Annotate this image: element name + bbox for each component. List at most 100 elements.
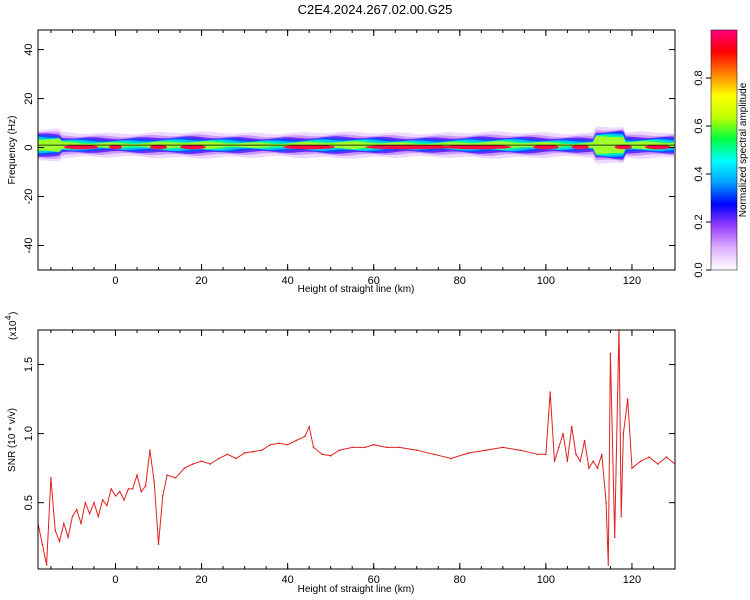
spectrogram-hotspot	[532, 144, 559, 150]
y-tick-label: 0	[23, 144, 35, 150]
snr-point	[545, 453, 547, 456]
x-tick-label: 100	[537, 574, 555, 586]
x-tick-label: 40	[282, 574, 294, 586]
top-y-axis-ticks: 40 20 0 -20 -40	[23, 43, 675, 253]
snr-point	[41, 543, 44, 545]
snr-point	[295, 439, 298, 442]
snr-point	[674, 463, 675, 465]
snr-point	[450, 457, 452, 460]
multiplier-exponent: 4	[4, 315, 13, 320]
snr-point	[583, 439, 586, 442]
snr-point	[609, 352, 612, 355]
x-tick-label: 100	[537, 275, 555, 287]
colorbar-tick-label: 0.8	[693, 70, 705, 85]
snr-point	[398, 446, 401, 449]
colorbar-tick-label: 0.4	[693, 166, 705, 181]
snr-point	[226, 453, 229, 456]
snr-point	[192, 463, 194, 465]
x-tick-label: 40	[282, 275, 294, 287]
spectrogram-panel: 0 20 40 60 80 100 120 40 20 0 -20 -40 Height of st…	[7, 29, 676, 295]
snr-point	[502, 446, 504, 449]
bottom-x-axis-ticks: 0 20 40 60 80 100 120	[50, 330, 676, 586]
y-tick-label: 0.5	[23, 495, 35, 510]
y-tick-label: 1.0	[23, 426, 35, 441]
snr-point	[162, 494, 164, 497]
snr-point	[372, 443, 375, 446]
bottom-y-axis-label: SNR (10 * v/v)	[7, 408, 18, 472]
top-y-axis-label: Frequency (Hz)	[7, 116, 18, 185]
colorbar-tick-label: 0.0	[693, 262, 705, 277]
snr-point	[88, 512, 91, 515]
snr-point	[101, 499, 104, 501]
snr-point	[93, 501, 95, 504]
snr-point	[620, 515, 622, 518]
snr-point	[588, 467, 590, 469]
x-tick-label: 20	[195, 574, 207, 586]
snr-point	[648, 456, 650, 458]
colorbar-ticks: 0.0 0.2 0.4 0.6 0.8	[693, 70, 711, 278]
y-tick-label: 20	[23, 92, 35, 104]
snr-point	[351, 446, 353, 449]
snr-point	[278, 442, 280, 445]
snr-point	[631, 467, 633, 469]
snr-point	[38, 522, 39, 525]
snr-point	[519, 449, 521, 451]
snr-point	[67, 536, 69, 539]
spectrogram-hotspot	[614, 144, 632, 150]
snr-point	[626, 398, 629, 400]
spectrogram-hotspot	[283, 144, 335, 150]
x-tick-label: 120	[623, 275, 641, 287]
snr-points	[38, 325, 675, 566]
snr-point	[63, 522, 65, 525]
snr-point	[110, 488, 112, 490]
snr-point	[308, 425, 310, 428]
snr-point	[467, 452, 470, 454]
snr-point	[566, 460, 569, 463]
snr-point	[484, 449, 487, 451]
snr-point	[553, 460, 556, 463]
snr-point	[200, 460, 203, 463]
snr-point	[557, 446, 560, 449]
snr-point	[153, 481, 156, 483]
snr-point	[592, 460, 595, 463]
snr-point	[618, 325, 620, 327]
snr-border	[37, 329, 676, 570]
snr-point	[80, 522, 82, 525]
snr-point	[385, 446, 388, 449]
colorbar-tick-label: 0.2	[693, 214, 705, 229]
snr-point	[622, 432, 625, 435]
snr-point	[269, 443, 272, 446]
x-tick-label: 60	[368, 275, 380, 287]
snr-point	[114, 494, 117, 497]
snr-point	[579, 460, 582, 463]
chart-title: C2E4.2024.267.02.00.G25	[297, 2, 453, 17]
snr-point	[54, 529, 57, 532]
x-tick-label: 0	[112, 275, 118, 287]
snr-point	[166, 474, 168, 476]
x-tick-label: 120	[623, 574, 641, 586]
snr-point	[261, 449, 263, 451]
snr-point	[605, 501, 607, 504]
snr-point	[613, 536, 616, 539]
snr-point	[183, 467, 186, 469]
snr-point	[58, 540, 61, 543]
snr-point	[415, 449, 418, 451]
snr-point	[136, 474, 138, 476]
snr-point	[304, 435, 306, 438]
x-tick-label: 0	[112, 574, 118, 586]
snr-point	[140, 490, 143, 493]
snr-frame	[38, 330, 675, 569]
spectrogram-hotspot	[644, 144, 671, 150]
y-tick-label: -20	[23, 189, 35, 205]
x-tick-label: 60	[368, 574, 380, 586]
spectrogram-hotspot	[571, 144, 589, 150]
snr-point	[84, 501, 87, 504]
snr-point	[209, 463, 211, 465]
snr-point	[329, 454, 332, 457]
snr-point	[45, 564, 48, 566]
x-tick-label: 80	[454, 275, 466, 287]
y-tick-label: 40	[23, 43, 35, 55]
snr-point	[144, 485, 147, 487]
snr-point	[639, 460, 642, 463]
